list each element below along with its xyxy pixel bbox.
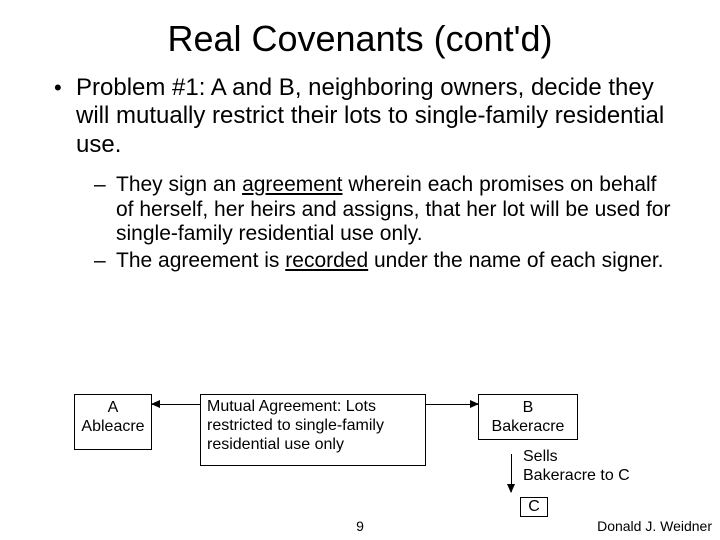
- underline: recorded: [285, 249, 368, 272]
- sell-line1: Sells: [523, 448, 630, 467]
- slide-body: • Problem #1: A and B, neighboring owner…: [54, 74, 674, 276]
- box-b-line2: Bakeracre: [479, 417, 577, 436]
- slide-title: Real Covenants (cont'd): [0, 18, 720, 60]
- sell-text: Sells Bakeracre to C: [523, 448, 630, 486]
- underline: agreement: [242, 173, 342, 196]
- bullet-marker: •: [54, 74, 76, 159]
- box-c: C: [520, 497, 548, 517]
- slide: Real Covenants (cont'd) • Problem #1: A …: [0, 0, 720, 540]
- sub-marker: –: [94, 249, 116, 274]
- author-name: Donald J. Weidner: [597, 518, 712, 534]
- bullet-level2-group: – They sign an agreement wherein each pr…: [94, 173, 674, 274]
- arrow-right-icon: [426, 404, 478, 405]
- bullet-text: Problem #1: A and B, neighboring owners,…: [76, 74, 674, 159]
- box-a-line2: Ableacre: [75, 417, 151, 436]
- box-a: A Ableacre: [74, 394, 152, 450]
- sub-text: They sign an agreement wherein each prom…: [116, 173, 674, 247]
- arrow-down-icon: [511, 454, 512, 492]
- box-mutual: Mutual Agreement: Lots restricted to sin…: [200, 394, 426, 466]
- sell-line2: Bakeracre to C: [523, 467, 630, 486]
- arrow-left-icon: [152, 404, 200, 405]
- sub-bullet: – They sign an agreement wherein each pr…: [94, 173, 674, 247]
- sub-marker: –: [94, 173, 116, 247]
- box-b: B Bakeracre: [478, 394, 578, 440]
- sub-text: The agreement is recorded under the name…: [116, 249, 674, 274]
- bullet-level1: • Problem #1: A and B, neighboring owner…: [54, 74, 674, 159]
- box-b-line1: B: [479, 398, 577, 417]
- sub-bullet: – The agreement is recorded under the na…: [94, 249, 674, 274]
- box-a-line1: A: [75, 398, 151, 417]
